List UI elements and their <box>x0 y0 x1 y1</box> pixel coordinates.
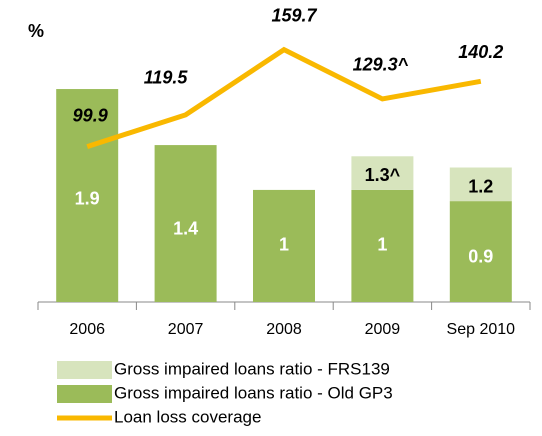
bar-label: 1 <box>377 235 387 255</box>
bar <box>449 167 512 202</box>
legend-label: Gross impaired loans ratio - FRS139 <box>114 359 390 378</box>
bar-label: 1.4 <box>173 218 198 238</box>
bar <box>449 201 512 302</box>
x-tick-label: 2009 <box>365 321 401 338</box>
total-label: 1.2 <box>468 176 493 196</box>
line-label: 119.5 <box>144 68 189 88</box>
bar-label: 0.9 <box>468 246 493 266</box>
bar <box>56 89 119 303</box>
legend-swatch <box>57 361 112 379</box>
bar-label: 1 <box>279 235 289 255</box>
bar <box>154 145 217 302</box>
line-label: 140.2 <box>458 42 503 62</box>
line-label: 99.9 <box>73 105 108 125</box>
line-label: 159.7 <box>271 5 317 25</box>
x-tick-label: 2006 <box>69 321 105 338</box>
x-tick-label: 2008 <box>266 321 302 338</box>
chart-title: % <box>28 21 44 41</box>
total-label: 1.3^ <box>365 165 401 185</box>
bar <box>351 189 414 302</box>
x-tick-label: 2007 <box>168 321 204 338</box>
legend-swatch <box>57 385 112 403</box>
bar <box>351 156 414 190</box>
legend-label: Loan loss coverage <box>114 407 261 426</box>
x-tick-label: Sep 2010 <box>447 321 516 338</box>
legend-label: Gross impaired loans ratio - Old GP3 <box>114 383 393 402</box>
bar <box>253 189 315 302</box>
bar-label: 1.9 <box>75 189 100 209</box>
line <box>86 46 482 149</box>
line-label: 129.3^ <box>353 55 409 75</box>
